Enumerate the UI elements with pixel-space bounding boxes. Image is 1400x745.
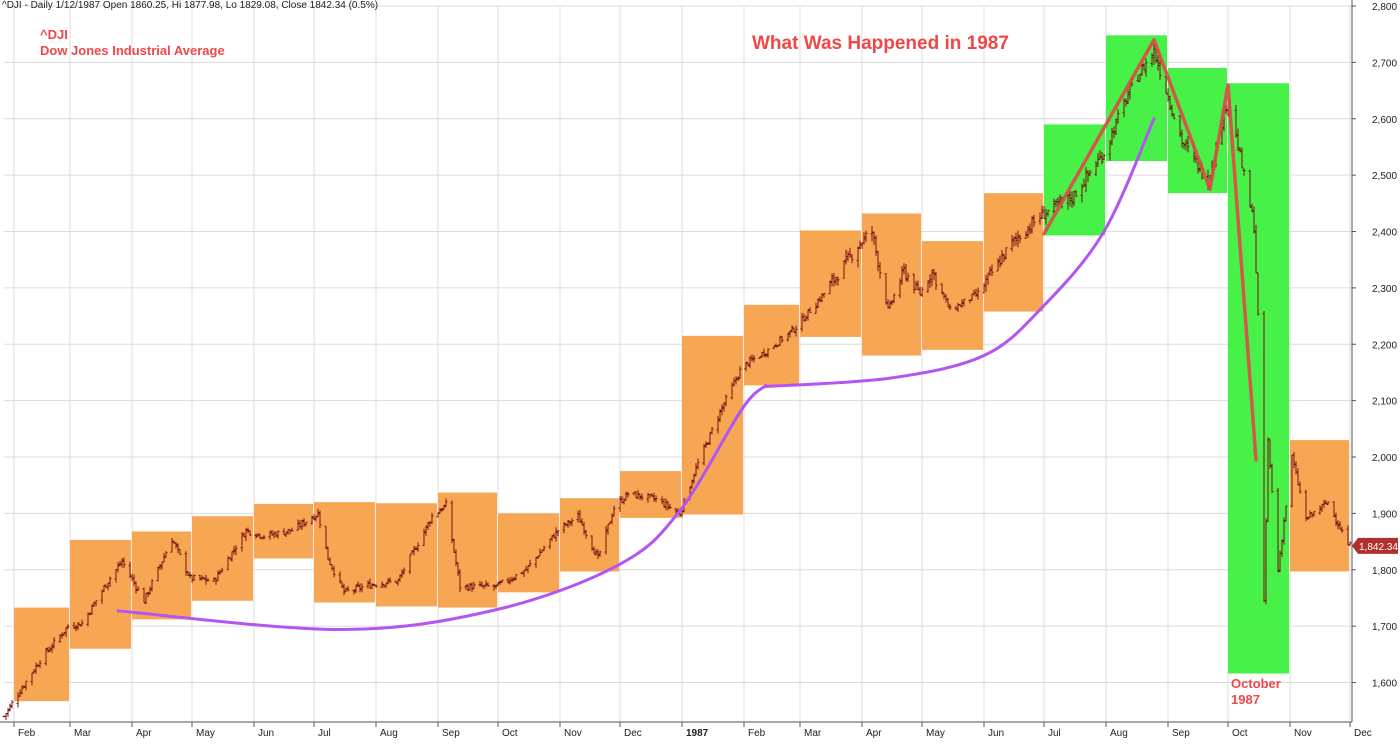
x-tick-label: Feb bbox=[748, 728, 766, 739]
x-tick-label: Mar bbox=[804, 728, 822, 739]
highlight-range-box bbox=[1168, 68, 1227, 194]
x-tick-label: Nov bbox=[564, 728, 582, 739]
monthly-range-box bbox=[922, 241, 983, 350]
y-tick-label: 1,800 bbox=[1372, 566, 1397, 577]
chart-title: What Was Happened in 1987 bbox=[752, 33, 1009, 54]
monthly-range-box bbox=[70, 539, 131, 649]
x-tick-label: Nov bbox=[1294, 728, 1312, 739]
x-tick-label: Sep bbox=[1172, 728, 1190, 739]
monthly-range-box bbox=[744, 304, 799, 386]
trend-curve bbox=[116, 383, 768, 632]
x-tick-label: Apr bbox=[136, 728, 152, 739]
highlight-range-box bbox=[1106, 35, 1167, 162]
monthly-range-box bbox=[14, 607, 69, 702]
x-tick-label: May bbox=[926, 728, 945, 739]
y-tick-label: 2,400 bbox=[1372, 228, 1397, 239]
y-tick-label: 1,600 bbox=[1372, 679, 1397, 690]
x-tick-label: Dec bbox=[1354, 728, 1372, 739]
monthly-range-box bbox=[498, 513, 559, 593]
symbol-label: ^DJI bbox=[40, 27, 68, 42]
x-tick-label: Aug bbox=[380, 728, 398, 739]
x-tick-label: Jun bbox=[258, 728, 274, 739]
x-tick-label: Jun bbox=[988, 728, 1004, 739]
x-tick-label: Jul bbox=[1048, 728, 1061, 739]
monthly-range-box bbox=[192, 516, 253, 601]
x-tick-label: Aug bbox=[1110, 728, 1128, 739]
monthly-range-box bbox=[862, 213, 921, 356]
chart-header-info: ^DJI - Daily 1/12/1987 Open 1860.25, Hi … bbox=[2, 0, 379, 11]
annotation-line-1: October bbox=[1231, 676, 1281, 691]
y-tick-label: 2,100 bbox=[1372, 397, 1397, 408]
x-tick-label: Mar bbox=[74, 728, 92, 739]
y-tick-label: 2,300 bbox=[1372, 284, 1397, 295]
x-tick-label: Oct bbox=[502, 728, 518, 739]
y-tick-label: 1,900 bbox=[1372, 509, 1397, 520]
y-tick-label: 2,700 bbox=[1372, 58, 1397, 69]
last-price-badge bbox=[1352, 537, 1398, 554]
highlight-range-box bbox=[1228, 83, 1289, 674]
swing-line bbox=[1042, 38, 1258, 462]
trend-curve bbox=[764, 117, 1156, 389]
y-tick-label: 2,200 bbox=[1372, 340, 1397, 351]
x-tick-label: Sep bbox=[442, 728, 460, 739]
october-1987-annotation: October 1987 bbox=[1231, 676, 1281, 708]
monthly-range-box bbox=[984, 193, 1043, 312]
x-tick-label: Oct bbox=[1232, 728, 1248, 739]
x-tick-label: Dec bbox=[624, 728, 642, 739]
annotation-line-2: 1987 bbox=[1231, 692, 1260, 707]
y-tick-label: 2,800 bbox=[1372, 2, 1397, 13]
monthly-range-box bbox=[132, 531, 191, 620]
y-tick-label: 1,700 bbox=[1372, 622, 1397, 633]
x-tick-label: May bbox=[196, 728, 215, 739]
y-tick-label: 2,500 bbox=[1372, 171, 1397, 182]
y-tick-label: 2,600 bbox=[1372, 115, 1397, 126]
x-tick-label: Jul bbox=[318, 728, 331, 739]
x-tick-label: Feb bbox=[18, 728, 36, 739]
index-name-label: Dow Jones Industrial Average bbox=[40, 43, 225, 58]
y-tick-label: 2,000 bbox=[1372, 453, 1397, 464]
last-price-label: 1,842.34 bbox=[1359, 542, 1398, 553]
x-tick-label: Apr bbox=[866, 728, 882, 739]
monthly-range-box bbox=[560, 498, 619, 572]
x-tick-label: 1987 bbox=[686, 728, 709, 739]
monthly-range-box bbox=[376, 503, 437, 607]
